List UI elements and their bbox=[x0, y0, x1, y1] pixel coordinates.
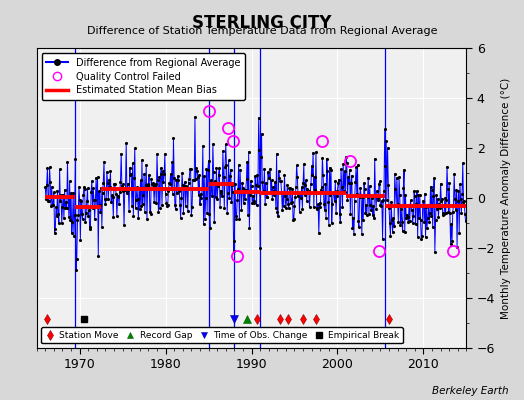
Text: STERLING CITY: STERLING CITY bbox=[192, 14, 332, 32]
Y-axis label: Monthly Temperature Anomaly Difference (°C): Monthly Temperature Anomaly Difference (… bbox=[501, 77, 511, 319]
Text: Berkeley Earth: Berkeley Earth bbox=[432, 386, 508, 396]
Text: Difference of Station Temperature Data from Regional Average: Difference of Station Temperature Data f… bbox=[87, 26, 437, 36]
Legend: Station Move, Record Gap, Time of Obs. Change, Empirical Break: Station Move, Record Gap, Time of Obs. C… bbox=[41, 327, 402, 344]
